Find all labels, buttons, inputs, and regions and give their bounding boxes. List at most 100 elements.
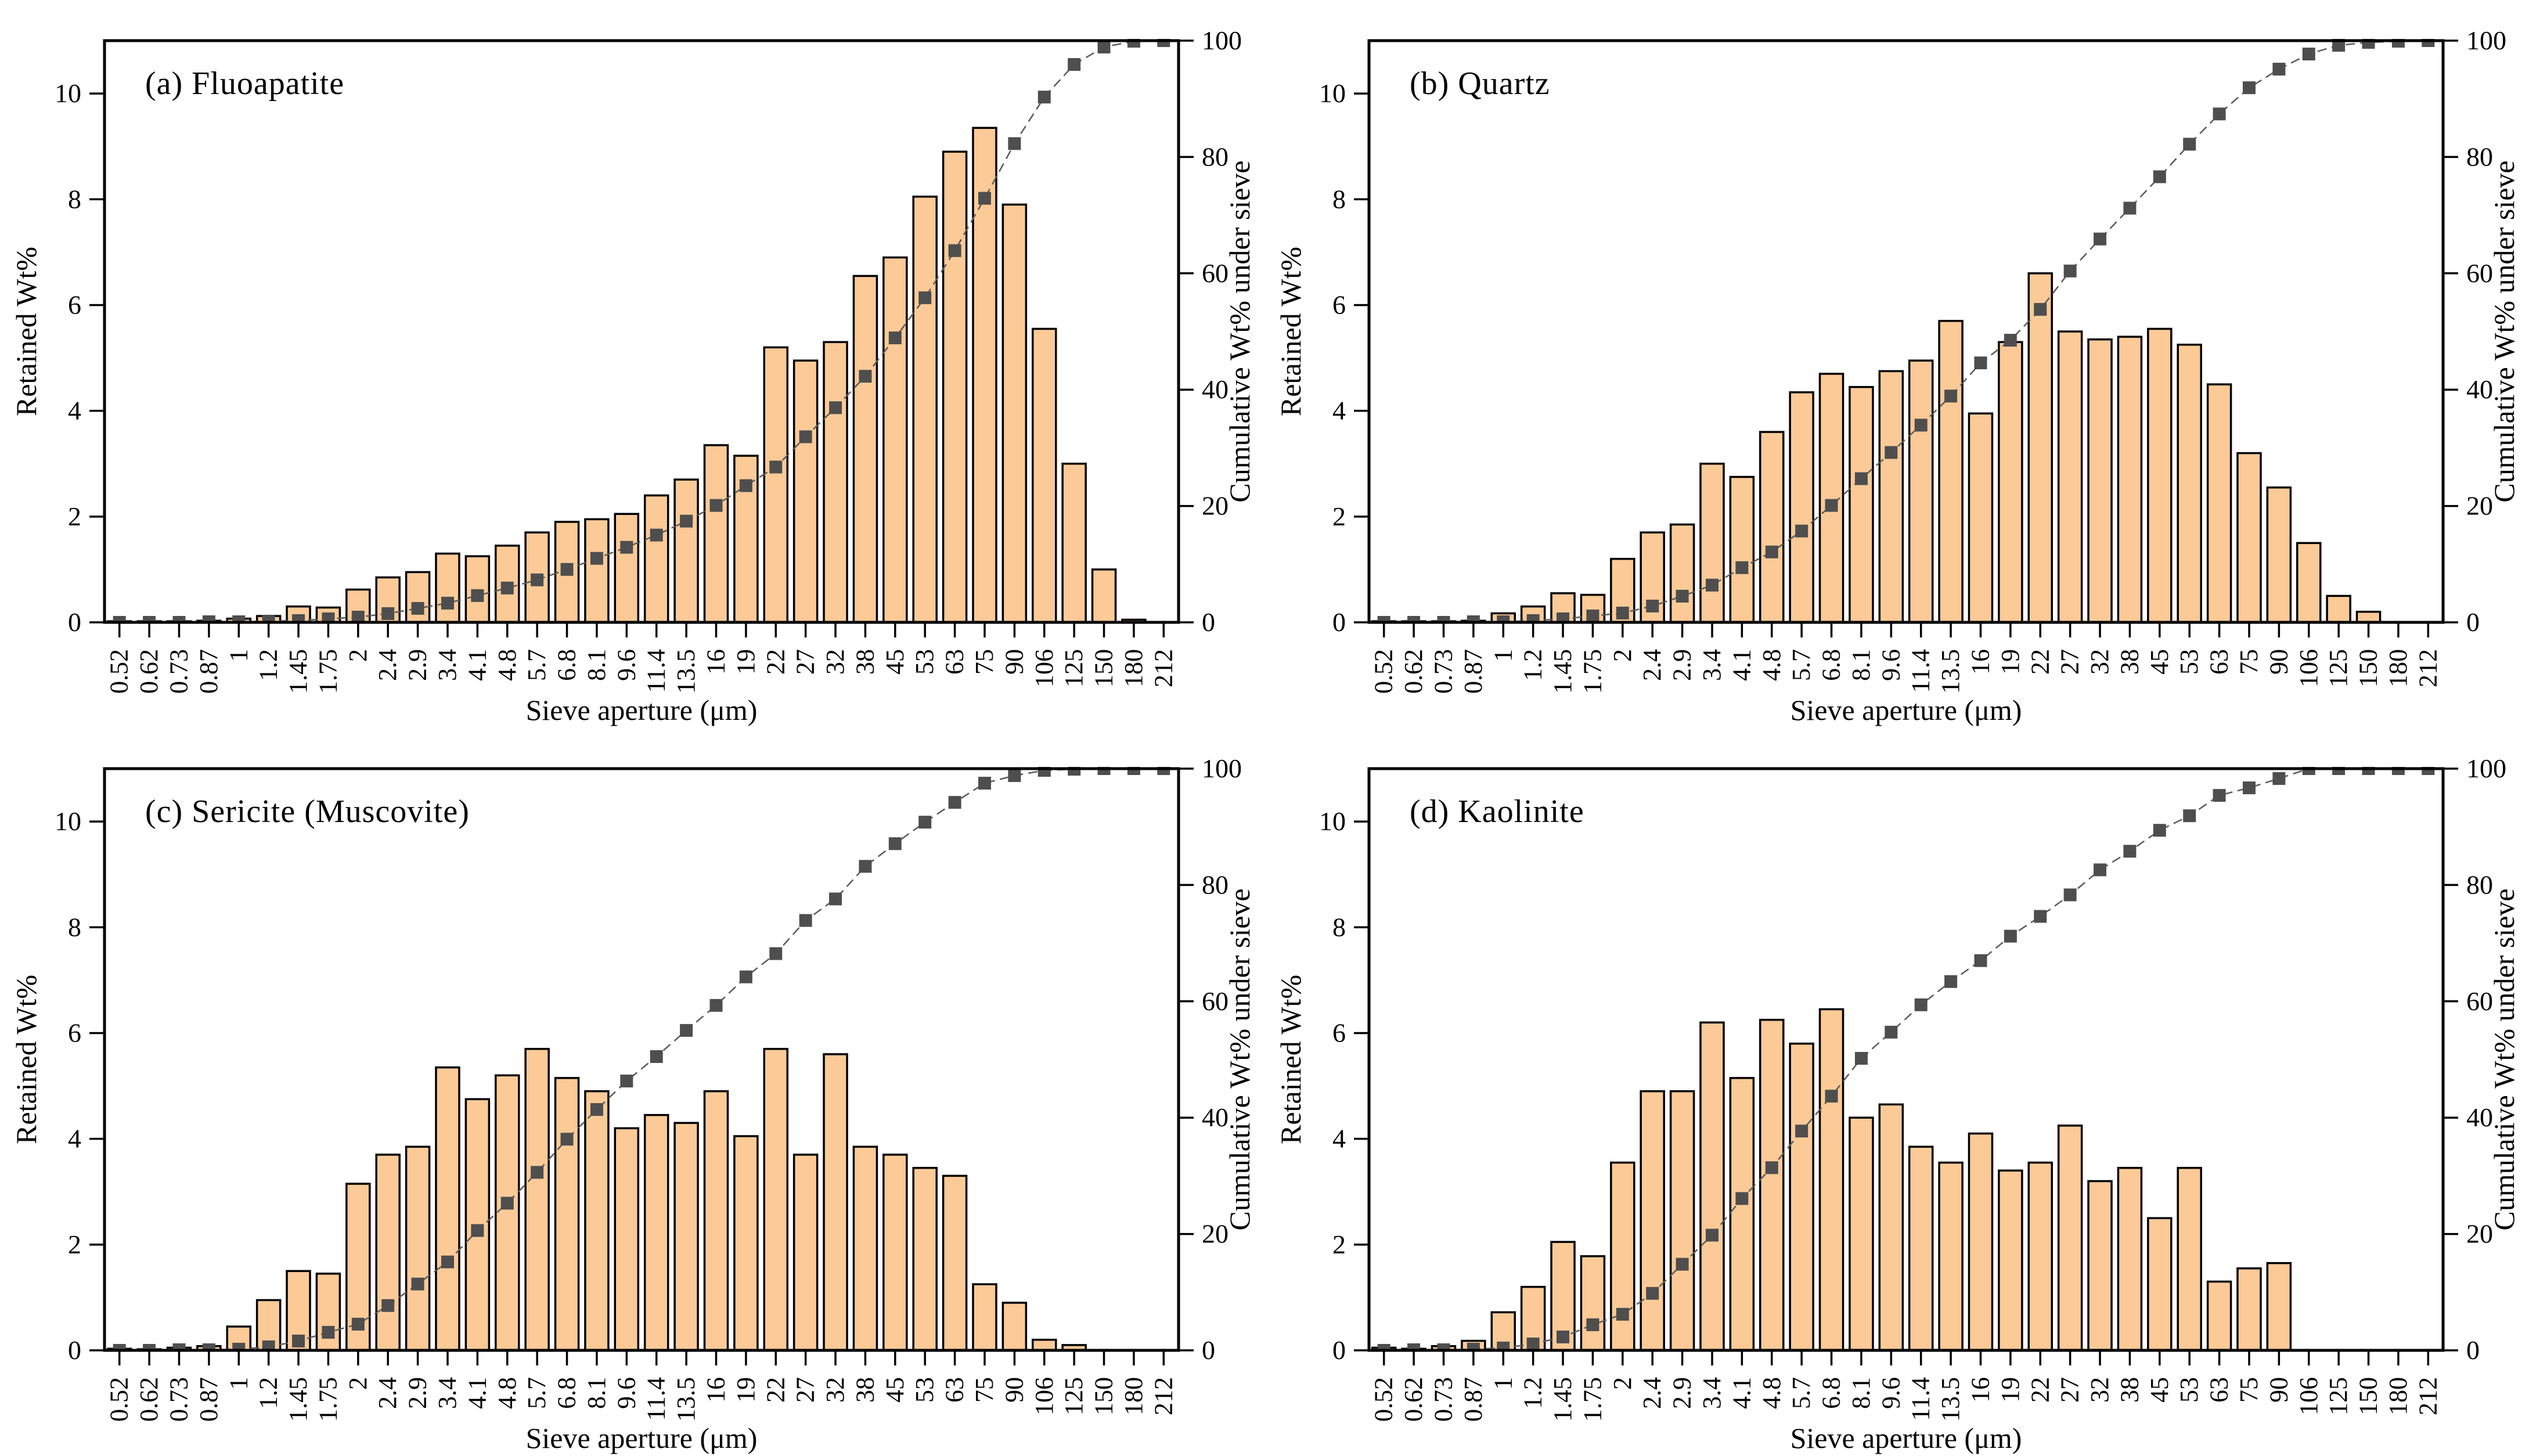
x-tick-label: 1.75 [1578,649,1606,694]
x-tick-label: 90 [1000,1377,1028,1403]
x-tick-label: 6.8 [1817,649,1846,681]
x-tick-label: 4.8 [493,1377,521,1409]
x-tick-label: 19 [732,1377,760,1403]
y-right-tick-label: 100 [1202,754,1242,783]
cumulative-marker [918,291,932,304]
x-tick-label: 45 [881,649,909,675]
y-left-axis-title: Retained Wt% [1274,975,1307,1144]
cumulative-marker [202,1343,215,1350]
x-tick-label: 106 [2294,649,2323,687]
x-tick-label: 2.4 [1638,1377,1666,1409]
cumulative-marker [1586,1318,1599,1331]
bar-90 [2266,486,2292,624]
x-tick-label: 2 [1608,1377,1637,1390]
bar-27 [2057,1125,2083,1352]
cumulative-marker [590,1103,603,1116]
bar-38 [2117,336,2143,624]
cumulative-marker [262,614,275,622]
x-tick-label: 4.1 [1727,649,1756,681]
x-tick-label: 63 [2205,1377,2233,1403]
bar-9.6 [614,513,640,624]
bar-16 [703,1090,729,1352]
cumulative-marker [172,1343,186,1350]
x-tick-label: 16 [1966,649,1994,675]
x-tick-label: 1.75 [314,649,342,694]
cumulative-marker [1765,1161,1778,1174]
bar-8.1 [1849,1116,1874,1352]
cumulative-marker [859,860,872,873]
bar-3.4 [435,1066,460,1352]
y-right-tick-label: 20 [1202,491,1229,521]
bar-6.8 [554,1077,580,1352]
cumulative-marker [1676,589,1689,603]
cumulative-marker [411,1277,424,1291]
cumulative-marker [1557,1330,1570,1343]
cumulative-marker [1705,1228,1719,1242]
x-tick-label: 53 [2175,1377,2203,1403]
x-tick-label: 16 [701,649,730,675]
bar-22 [763,1048,788,1352]
x-tick-label: 5.7 [523,649,551,681]
bar-19 [1998,341,2023,624]
bar-2.9 [1669,1090,1695,1352]
x-tick-label: 1 [1489,649,1517,662]
cumulative-marker [322,612,335,622]
cumulative-curve [113,767,1170,1350]
x-tick-label: 11.4 [642,649,671,693]
x-tick-label: 38 [2115,649,2143,675]
bar-53 [2177,344,2202,624]
y-left-tick-label: 4 [1332,1124,1346,1154]
x-tick-label: 38 [851,649,879,675]
bar-53 [912,1166,938,1352]
bar-2 [1610,1161,1635,1352]
x-tick-label: 5.7 [523,1377,551,1409]
y-right-tick-label: 0 [2466,1335,2480,1365]
x-tick-label: 3.4 [1698,1377,1726,1409]
x-tick-label: 45 [2145,649,2174,675]
bar-63 [942,150,968,624]
x-tick-label: 1 [224,649,253,662]
x-tick-label: 5.7 [1787,1377,1815,1409]
bar-13.5 [673,1122,699,1352]
cumulative-marker [113,616,126,622]
cumulative-marker [202,615,215,622]
x-tick-label: 75 [970,649,999,675]
bar-2.9 [405,1145,431,1352]
y-left-tick-label: 2 [68,502,81,531]
cumulative-marker [1467,1342,1480,1350]
x-tick-label: 212 [2413,1377,2442,1415]
plot-frame [1367,767,2445,1352]
x-tick-label: 8.1 [582,1377,611,1409]
x-tick-label: 5.7 [1787,649,1815,681]
y-left-tick-label: 6 [68,1018,81,1047]
cumulative-marker [411,601,424,615]
x-tick-label: 1 [224,1377,253,1390]
bar-45 [2147,327,2173,624]
bar-63 [2206,383,2232,624]
y-left-tick-label: 8 [1332,912,1346,942]
bar-5.7 [524,1048,550,1352]
cumulative-marker [2332,39,2346,52]
x-tick-label: 4.8 [493,649,521,681]
x-tick-label: 150 [2354,1377,2383,1415]
y-right-tick-label: 20 [1202,1219,1229,1249]
cumulative-marker [531,1166,544,1179]
cumulative-marker [888,837,902,850]
cumulative-curve [113,39,1170,622]
cumulative-marker [2034,910,2047,923]
y-right-tick-label: 100 [1202,26,1242,55]
panel-kaolinite: 0.52 0.62 0.73 0.87 1 1.2 1.45 1.75 2 2.4 2.9 3.4 4.… [1264,728,2529,1456]
y-right-axis-title: Cumulative Wt% under sieve [1223,888,1256,1230]
bar-45 [882,1154,908,1352]
chart-quartz: 0.52 0.62 0.73 0.87 1 1.2 1.45 1.75 2 2.4 2.9 3.4 4.… [1274,26,2520,726]
bar-38 [852,275,878,624]
y-right-axis-title: Cumulative Wt% under sieve [1223,160,1256,502]
x-tick-label: 16 [701,1377,730,1403]
bar-106 [2296,542,2322,624]
x-tick-label: 1.75 [314,1377,342,1422]
cumulative-marker [1526,614,1540,622]
bar-63 [2206,1280,2232,1352]
cumulative-marker [2094,863,2107,877]
cumulative-marker [859,370,872,383]
cumulative-marker [2094,232,2107,246]
